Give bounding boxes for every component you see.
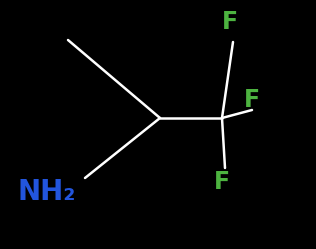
Text: F: F xyxy=(222,10,238,34)
Text: F: F xyxy=(214,170,230,194)
Text: NH₂: NH₂ xyxy=(18,178,76,206)
Text: F: F xyxy=(244,88,260,112)
